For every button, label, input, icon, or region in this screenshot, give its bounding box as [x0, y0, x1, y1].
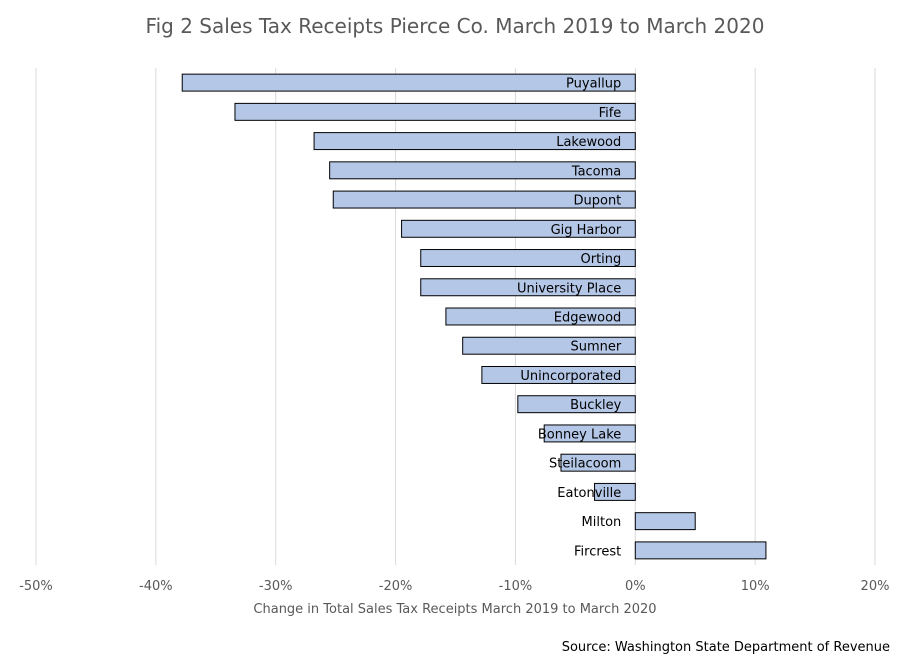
- x-tick-label: -20%: [379, 579, 413, 594]
- bar: [594, 482, 636, 501]
- category-labels: Puyallup Fife Lakewood Tacoma Dupont Gig Harb…: [517, 77, 622, 560]
- x-tick-labels: -50% -40% -30% -20% -10% 0% 10% 20%: [19, 579, 889, 594]
- category-label: Tacoma: [571, 164, 622, 179]
- bar: [401, 219, 636, 238]
- category-label: Orting: [581, 252, 622, 267]
- category-label: Dupont: [573, 194, 621, 209]
- x-tick-label: -30%: [259, 579, 293, 594]
- x-tick-label: 10%: [741, 579, 770, 594]
- x-tick-label: -10%: [499, 579, 533, 594]
- bar: [420, 278, 636, 297]
- bar: [634, 541, 767, 560]
- bar: [543, 424, 636, 443]
- bar: [445, 307, 636, 326]
- category-label: Milton: [582, 515, 622, 530]
- bar: [329, 161, 636, 180]
- category-label: Bonney Lake: [538, 427, 621, 442]
- bar: [481, 365, 636, 384]
- category-label: Fircrest: [574, 544, 621, 559]
- bar: [462, 336, 636, 355]
- bars: [181, 73, 767, 560]
- category-label: University Place: [517, 281, 621, 296]
- bar: [420, 249, 636, 268]
- x-tick-label: -50%: [19, 579, 53, 594]
- category-label: Unincorporated: [520, 369, 621, 384]
- category-label: Sumner: [571, 340, 622, 355]
- bar: [234, 102, 636, 121]
- category-label: Puyallup: [566, 77, 621, 92]
- bar: [517, 395, 636, 414]
- bar: [313, 132, 636, 151]
- category-label: Gig Harbor: [551, 223, 622, 238]
- x-axis-label: Change in Total Sales Tax Receipts March…: [253, 602, 656, 617]
- category-label: Edgewood: [554, 311, 622, 326]
- bar: [560, 453, 636, 472]
- chart-title: Fig 2 Sales Tax Receipts Pierce Co. Marc…: [146, 14, 765, 38]
- x-tick-label: 20%: [861, 579, 890, 594]
- category-label: Buckley: [570, 398, 621, 413]
- bar: [181, 73, 636, 92]
- bar: [634, 512, 696, 531]
- x-tick-label: 0%: [625, 579, 646, 594]
- category-label: Fife: [599, 106, 622, 121]
- category-label: Lakewood: [556, 135, 621, 150]
- category-label: Steilacoom: [549, 457, 621, 472]
- bar: [332, 190, 636, 209]
- x-tick-label: -40%: [139, 579, 173, 594]
- category-label: Eatonville: [557, 486, 621, 501]
- source-note: Source: Washington State Department of R…: [562, 640, 890, 655]
